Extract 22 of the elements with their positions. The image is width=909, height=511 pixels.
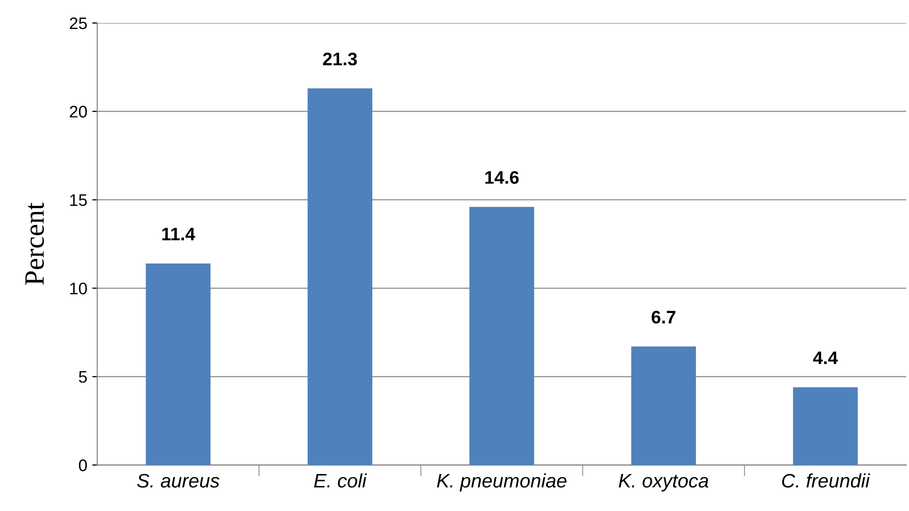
data-label: 4.4 (813, 352, 838, 364)
y-axis-title: Percent (25, 202, 44, 285)
bar (631, 346, 696, 466)
y-tick-label: 5 (78, 371, 87, 383)
x-tick-label: C. freundii (782, 473, 870, 488)
y-tick-label: 10 (70, 282, 87, 294)
data-label: 21.3 (323, 52, 357, 66)
bar (146, 263, 211, 466)
x-tick-label: E. coli (314, 473, 367, 488)
x-tick-label: S. aureus (137, 474, 220, 488)
bar (308, 88, 372, 466)
data-label: 6.7 (652, 310, 676, 324)
data-label: 11.4 (162, 228, 196, 240)
x-tick-label: K. oxytoca (618, 474, 708, 492)
x-tick-label: K. pneumoniae (436, 473, 566, 492)
bar (469, 206, 534, 466)
y-tick-label: 15 (70, 194, 87, 206)
y-tick-label: 0 (78, 459, 87, 472)
data-label: 14.6 (485, 171, 519, 184)
bar (793, 387, 858, 466)
y-tick-label: 20 (70, 106, 87, 118)
y-tick-label: 25 (70, 17, 87, 30)
